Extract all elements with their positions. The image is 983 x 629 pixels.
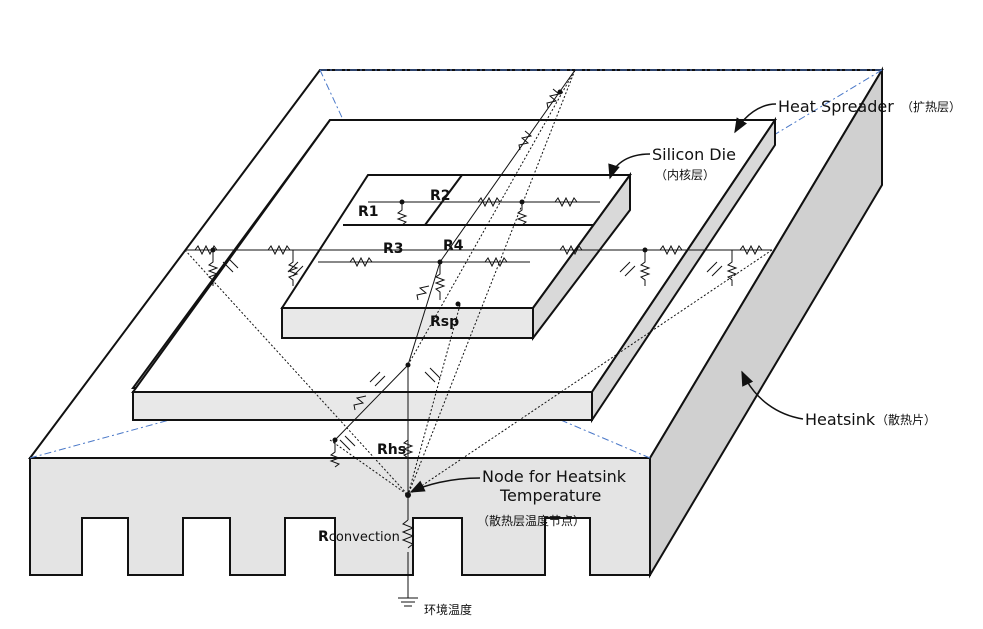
spreader-front-face: [132, 391, 593, 421]
silicon-die-label: Silicon Die: [652, 145, 736, 164]
label-r3: R3: [383, 241, 404, 257]
silicon-die-cn-label: （内核层）: [655, 168, 715, 182]
label-r4: R4: [443, 238, 464, 254]
heatsink-label: Heatsink: [805, 410, 876, 429]
label-rhs: Rhs: [377, 442, 406, 458]
label-rsp: Rsp: [430, 314, 459, 330]
heatsink-front-face: [29, 457, 651, 576]
label-r1: R1: [358, 204, 379, 220]
heat-spreader-cn-label: （扩热层）: [901, 100, 961, 114]
label-r2: R2: [430, 188, 451, 204]
node-arrow: [409, 477, 481, 493]
heatsink-arrow: [741, 370, 804, 420]
silicon-die-arrow: [608, 153, 651, 180]
label-rconvection: Rconvection: [318, 529, 400, 545]
die-front-face: [281, 307, 534, 339]
heat-spreader-arrow: [734, 103, 777, 134]
network-nodes: [210, 89, 648, 498]
heat-spreader-label: Heat Spreader: [778, 97, 894, 116]
node-label-cn: （散热层温度节点）: [477, 513, 585, 528]
heatsink-temp-node: [405, 492, 411, 498]
node-label-line2: Temperature: [499, 486, 601, 505]
rconv-main: R: [318, 529, 329, 545]
rconv-sub: convection: [329, 530, 400, 545]
resistor-network: [184, 69, 773, 607]
node-label-line1: Node for Heatsink: [482, 467, 627, 486]
heatsink-cn-label: （散热片）: [876, 412, 936, 427]
silicon-die: [280, 171, 632, 341]
ambient-label: 环境温度: [424, 602, 472, 617]
